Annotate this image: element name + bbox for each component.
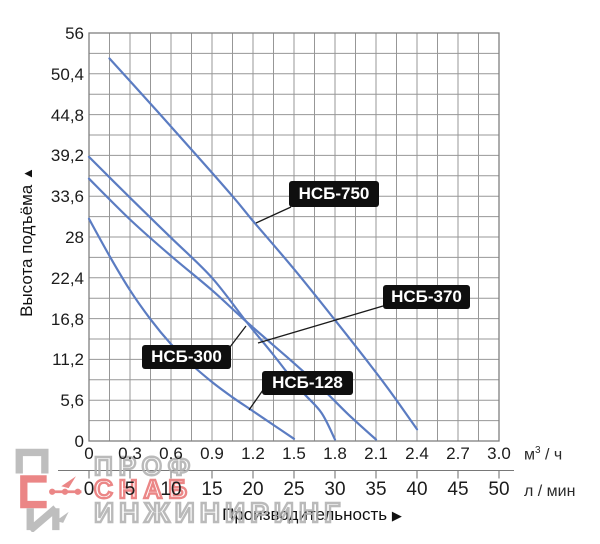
y-tick-label: 16,8 — [50, 309, 84, 329]
x-axis-title: Производительность ▶ — [162, 505, 462, 525]
y-tick-label: 50,4 — [50, 64, 84, 84]
x-tick-label-m3h: 0.9 — [200, 444, 224, 463]
callout-leader-nsb-370 — [257, 305, 384, 344]
watermark-text-inzhiniring: ИНЖИНИРИНГ — [93, 496, 346, 529]
watermark-logo — [15, 448, 82, 532]
y-tick-label: 44,8 — [50, 105, 84, 125]
unit-superscript: 3 — [535, 445, 541, 456]
x-tick-label-lmin: 0 — [83, 479, 95, 500]
logo-letter-p — [15, 448, 49, 474]
x-tick-label-lmin: 35 — [365, 479, 387, 500]
y-tick-label: 5,6 — [60, 391, 84, 411]
x-axis-unit-primary: м3 / ч — [524, 445, 562, 464]
x-tick-label-m3h: 0 — [84, 444, 94, 463]
right-arrow-icon: ▶ — [391, 508, 402, 523]
x-tick-label-lmin: 15 — [201, 479, 223, 500]
unit-base: м — [524, 446, 535, 464]
x-tick-label-m3h: 3.0 — [487, 444, 511, 463]
series-label-nsb-128: НСБ-128 — [262, 371, 353, 395]
callout-leader-nsb-128 — [248, 389, 264, 411]
series-label-nsb-300: НСБ-300 — [142, 345, 231, 369]
y-tick-label: 22,4 — [50, 268, 84, 288]
up-arrow-icon: ▲ — [20, 167, 35, 180]
series-label-nsb-370: НСБ-370 — [383, 285, 470, 309]
logo-trace-dot — [74, 488, 81, 495]
x-tick-label-m3h: 1.2 — [241, 444, 265, 463]
x-tick-label-lmin: 25 — [283, 479, 305, 500]
x-axis-unit-secondary: л / мин — [524, 483, 576, 500]
x-axis-title-text: Производительность — [222, 505, 388, 524]
series-curve-1 — [108, 57, 419, 431]
watermark-text-snab: СНАБ — [93, 473, 194, 505]
series-curve-3 — [87, 177, 378, 441]
x-tick-label-m3h: 1.5 — [282, 444, 306, 463]
logo-letter-i — [26, 505, 60, 532]
x-tick-label-m3h: 0.6 — [159, 444, 183, 463]
x-tick-label-lmin: 10 — [160, 479, 182, 500]
y-tick-label: 0 — [74, 432, 84, 451]
unit-rest: / ч — [540, 446, 563, 464]
callout-leader-nsb-750 — [255, 206, 292, 224]
y-tick-label: 11,2 — [52, 350, 84, 370]
y-tick-label: 28 — [65, 228, 84, 247]
logo-trace-dot — [49, 488, 56, 495]
x-tick-label-m3h: 2.4 — [405, 444, 429, 463]
x-tick-label-m3h: 2.1 — [364, 444, 388, 463]
logo-arrow-gray — [55, 511, 69, 523]
x-tick-label-lmin: 5 — [124, 479, 136, 500]
logo-letter-s — [20, 475, 47, 509]
x-tick-label-m3h: 2.7 — [446, 444, 470, 463]
logo-arrow — [61, 476, 76, 489]
x-tick-label-lmin: 20 — [242, 479, 264, 500]
x-tick-label-lmin: 50 — [488, 479, 510, 500]
series-label-nsb-750: НСБ-750 — [289, 181, 379, 207]
x-tick-label-m3h: 0.3 — [118, 444, 142, 463]
y-tick-label: 39,2 — [50, 146, 84, 166]
x-tick-label-lmin: 45 — [447, 479, 469, 500]
x-tick-label-lmin: 30 — [324, 479, 346, 500]
x-tick-label-m3h: 1.8 — [323, 444, 347, 463]
y-tick-label: 33,6 — [50, 187, 84, 207]
secondary-axis-line — [58, 469, 514, 479]
y-tick-label: 56 — [65, 24, 84, 43]
x-tick-label-lmin: 40 — [406, 479, 428, 500]
logo-trace-dot — [61, 488, 69, 495]
watermark-text-prof: ПРОФ — [93, 450, 197, 482]
callout-leader-nsb-300 — [229, 325, 247, 348]
plot-border — [88, 32, 500, 442]
